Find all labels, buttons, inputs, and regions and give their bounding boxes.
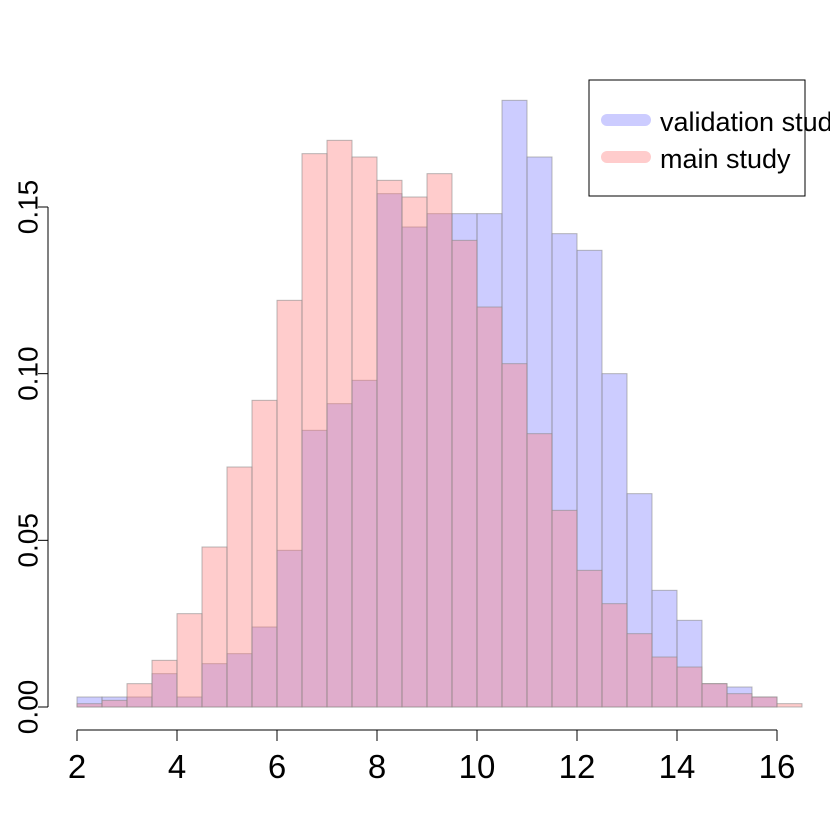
main-study-bar-8 (276, 299, 303, 708)
main-study-bar-19 (551, 509, 578, 708)
validation-study-bar-16 (476, 213, 503, 708)
main-study-bar-28 (776, 703, 803, 708)
main-study-bar-12 (376, 179, 403, 708)
x-tick-label-2: 2 (68, 748, 86, 785)
y-tick-label-0.05: 0.05 (13, 513, 44, 568)
legend-label-validation-study: validation study (660, 107, 830, 137)
x-axis-ticks: 2 4 6 8 10 12 14 16 (68, 730, 796, 785)
main-study-bar-23 (651, 656, 678, 708)
validation-study-bar-18 (526, 156, 553, 708)
main-study-bar-26 (726, 693, 753, 708)
x-tick-label-14: 14 (659, 748, 696, 785)
validation-study-bar-9 (301, 429, 328, 708)
validation-study-bar-10 (326, 403, 353, 708)
y-tick-label-0.00: 0.00 (13, 680, 44, 735)
main-study-bar-10 (326, 139, 353, 708)
main-study-bar-11 (351, 156, 378, 708)
y-axis-ticks: 0.00 0.05 0.10 0.15 (13, 180, 48, 735)
main-study-bar-18 (526, 433, 553, 708)
main-study-bar-13 (401, 196, 428, 708)
y-tick-label-0.10: 0.10 (13, 346, 44, 401)
validation-study-bar-14 (426, 213, 453, 708)
validation-study-bars (76, 99, 778, 708)
validation-study-bar-11 (351, 379, 378, 708)
legend-box (588, 79, 806, 197)
x-tick-label-8: 8 (368, 748, 386, 785)
main-study-bar-3 (151, 659, 178, 708)
x-tick-label-12: 12 (559, 748, 596, 785)
main-study-bars (76, 139, 803, 708)
validation-study-bar-24 (676, 619, 703, 708)
validation-study-bar-20 (576, 249, 603, 708)
main-study-bar-24 (676, 666, 703, 708)
main-study-bar-15 (451, 239, 478, 708)
legend-label-main-study: main study (660, 144, 791, 174)
main-study-bar-9 (301, 153, 328, 708)
main-study-bar-27 (751, 696, 778, 708)
main-study-bar-4 (176, 613, 203, 708)
validation-study-bar-6 (226, 653, 253, 708)
main-study-bar-20 (576, 569, 603, 708)
validation-study-bar-21 (601, 373, 628, 708)
main-study-bar-17 (501, 363, 528, 708)
validation-study-bar-8 (276, 549, 303, 708)
main-study-bar-21 (601, 603, 628, 708)
x-tick-label-6: 6 (268, 748, 286, 785)
main-study-bar-0 (76, 703, 103, 708)
validation-study-bar-13 (401, 226, 428, 708)
main-study-bar-2 (126, 683, 153, 708)
validation-study-bar-5 (201, 663, 228, 708)
main-study-bar-16 (476, 306, 503, 708)
main-study-bar-1 (101, 699, 128, 708)
validation-study-bar-19 (551, 233, 578, 708)
x-tick-label-16: 16 (759, 748, 796, 785)
main-study-bar-22 (626, 633, 653, 708)
main-study-bar-7 (251, 399, 278, 708)
legend: validation study main study (588, 79, 830, 197)
validation-study-bar-17 (501, 99, 528, 708)
main-study-bar-25 (701, 683, 728, 708)
main-study-bar-5 (201, 546, 228, 708)
x-tick-label-10: 10 (459, 748, 496, 785)
y-tick-label-0.15: 0.15 (13, 180, 44, 235)
x-tick-label-4: 4 (168, 748, 186, 785)
main-study-bar-6 (226, 466, 253, 708)
main-study-bar-14 (426, 173, 453, 708)
